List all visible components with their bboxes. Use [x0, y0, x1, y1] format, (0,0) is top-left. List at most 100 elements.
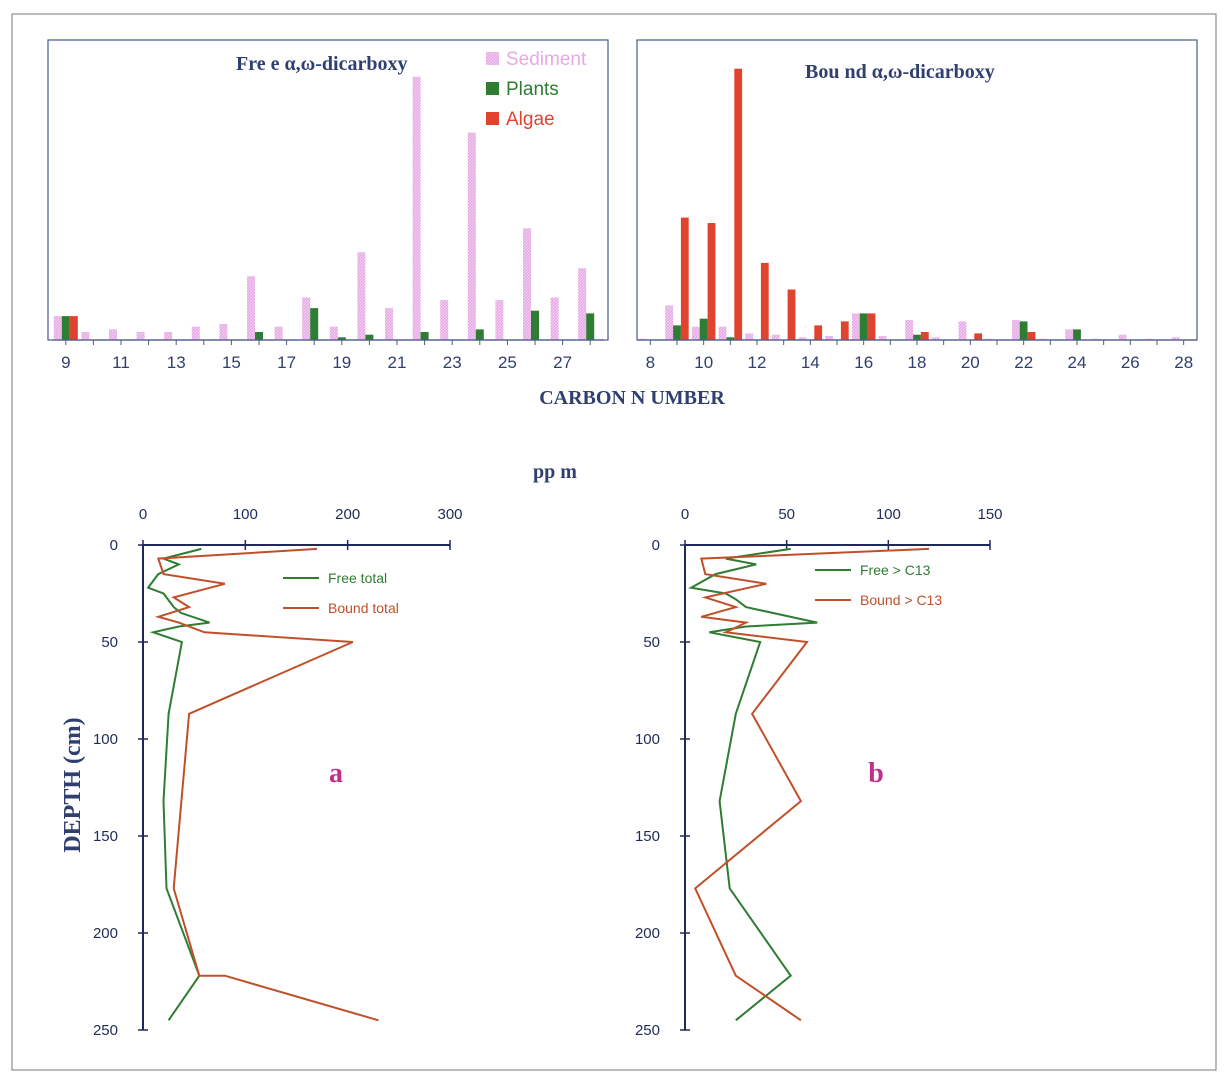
legend-label-sediment: Sediment: [506, 49, 587, 70]
bar-algae-c10: [707, 223, 716, 340]
x-tick-label: 19: [332, 353, 351, 372]
bar-algae-c16: [867, 313, 876, 340]
y-tick-label: 250: [635, 1022, 660, 1039]
x-tick-label: 150: [977, 506, 1002, 523]
x-tick-label: 300: [437, 506, 462, 523]
x-tick-label: 15: [222, 353, 241, 372]
x-tick-label: 22: [1014, 353, 1033, 372]
y-tick-label: 200: [93, 925, 118, 942]
bar-sediment-c22: [412, 76, 421, 340]
y-tick-label: 250: [93, 1022, 118, 1039]
bar-sediment-c10: [81, 332, 90, 340]
bar-sediment-c18: [302, 297, 311, 340]
bar-sediment-c11: [109, 329, 117, 340]
bar-plants-c11: [726, 337, 735, 340]
bar-plants-c16: [255, 332, 263, 340]
x-tick-label: 23: [443, 353, 462, 372]
bar-sediment-c28: [1171, 337, 1180, 340]
y-tick-label: 200: [635, 925, 660, 942]
carbon-number-label: CARBON N UMBER: [539, 387, 725, 409]
panel-label-a: a: [329, 758, 343, 789]
x-tick-label: 20: [961, 353, 980, 372]
x-tick-label: 21: [388, 353, 407, 372]
x-tick-label: 10: [694, 353, 713, 372]
bar-sediment-c26: [523, 228, 531, 340]
x-tick-label: 8: [646, 353, 655, 372]
bar-plants-c20: [365, 334, 374, 340]
x-tick-label: 0: [139, 506, 147, 523]
series-line-free-c13: [688, 547, 818, 1022]
x-tick-label: 25: [498, 353, 517, 372]
panel-label-b: b: [868, 758, 884, 789]
y-tick-label: 100: [93, 731, 118, 748]
depth-axis-label: DEPTH (cm): [60, 717, 86, 852]
legend-b: Free > C13 Bound > C13: [815, 562, 942, 608]
x-tick-label: 27: [553, 353, 572, 372]
x-tick-label: 100: [876, 506, 901, 523]
bar-sediment-c10: [691, 326, 700, 340]
lines-a: [146, 547, 379, 1022]
bar-sediment-c8: [638, 338, 647, 340]
bar-plants-c22: [1019, 321, 1028, 340]
bar-sediment-c22: [1011, 320, 1020, 340]
bar-sediment-c19: [329, 326, 338, 340]
panel-free-title: Fre e α,ω-dicarboxy: [236, 53, 407, 75]
bar-sediment-c27: [550, 297, 559, 340]
bar-sediment-c25: [1091, 338, 1100, 340]
bar-sediment-c13: [771, 334, 780, 340]
bar-sediment-c13: [164, 332, 173, 340]
y-tick-label: 100: [635, 731, 660, 748]
bar-algae-c15: [840, 321, 849, 340]
bar-algae-c9: [69, 316, 78, 340]
bar-sediment-c23: [1038, 338, 1047, 340]
x-ticks-free: 9 11 13 15 17 19 21 23 25 27: [52, 339, 604, 372]
bar-plants-c18: [913, 334, 921, 340]
bar-plants-c22: [420, 332, 429, 340]
x-tick-label: 0: [681, 506, 689, 523]
axes-a: 0 100 200 300 0 50 100 150 200 250: [93, 506, 463, 1039]
x-tick-label: 18: [908, 353, 927, 372]
bar-sediment-c15: [825, 336, 833, 340]
y-tick-label: 0: [110, 537, 118, 554]
x-tick-label: 13: [167, 353, 186, 372]
legend-label: Bound total: [328, 600, 399, 616]
x-tick-label: 28: [1174, 353, 1193, 372]
bars-free: [53, 76, 595, 340]
x-tick-label: 11: [112, 353, 130, 372]
bar-sediment-c26: [1118, 334, 1127, 340]
series-line-bound-c13: [693, 547, 930, 1022]
bar-algae-c18: [920, 332, 929, 340]
ppm-label: pp m: [533, 461, 577, 483]
legend-label: Free total: [328, 570, 387, 586]
x-tick-label: 24: [1068, 353, 1087, 372]
bar-sediment-c17: [878, 336, 887, 340]
panel-bound-title: Bou nd α,ω-dicarboxy: [805, 61, 995, 83]
bar-sediment-c16: [247, 276, 255, 340]
bar-plants-c10: [699, 318, 708, 340]
legend-swatch-sediment: [486, 52, 499, 65]
bar-sediment-c24: [467, 132, 476, 340]
x-ticks-bound: 8 10 12 14 16 18 20 22 24 26 28: [637, 339, 1197, 372]
panel-b: 0 50 100 150 0 50 100 150 200 250 Free > C13 Bound…: [635, 506, 1003, 1039]
bar-sediment-c9: [53, 316, 62, 340]
legend-label: Bound > C13: [860, 592, 942, 608]
legend-swatch-plants: [486, 82, 499, 95]
x-tick-label: 50: [778, 506, 795, 523]
bar-sediment-c17: [274, 326, 283, 340]
x-tick-label: 14: [801, 353, 820, 372]
series-line-bound-total: [154, 547, 379, 1022]
bar-algae-c22: [1027, 332, 1036, 340]
x-tick-label: 12: [748, 353, 767, 372]
bar-algae-c14: [814, 325, 823, 340]
bar-sediment-c28: [578, 268, 587, 340]
x-tick-label: 200: [335, 506, 360, 523]
legend-label-algae: Algae: [506, 109, 555, 130]
bar-sediment-c20: [357, 252, 366, 340]
bars-bound: [638, 68, 1180, 341]
legend-a: Free total Bound total: [283, 570, 399, 616]
bar-plants-c26: [531, 310, 539, 340]
legend-label: Free > C13: [860, 562, 931, 578]
x-tick-label: 17: [277, 353, 296, 372]
bar-sediment-c14: [798, 337, 807, 340]
bar-sediment-c12: [136, 332, 145, 340]
